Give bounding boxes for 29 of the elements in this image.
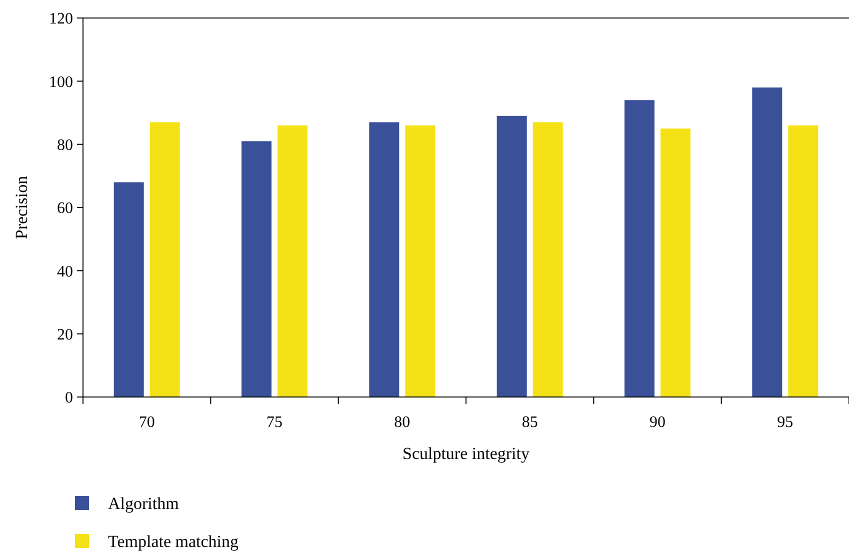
bar [496,116,527,397]
x-axis-title: Sculpture integrity [402,444,530,463]
y-tick-label: 20 [57,326,73,344]
bar [150,122,180,397]
bar [752,87,782,397]
x-tick-label: 85 [522,414,538,431]
y-tick-label: 100 [49,74,73,91]
x-tick-label: 75 [266,414,282,431]
bar [369,122,400,397]
bar [660,128,690,397]
bar [114,182,144,397]
y-axis-title: Precision [12,175,31,240]
legend-label: Algorithm [108,494,179,513]
y-tick-label: 80 [57,136,73,154]
x-tick-label: 70 [138,414,155,431]
x-tick-label: 80 [394,414,410,431]
bar [624,100,654,397]
x-tick-label: 90 [650,414,666,431]
bar [788,125,818,397]
x-tick-label: 95 [777,414,794,431]
bar [405,125,436,397]
y-tick-label: 0 [65,390,73,407]
y-tick-label: 60 [57,200,73,218]
bar [278,125,308,397]
y-tick-label: 40 [57,263,73,280]
y-tick-label: 120 [49,10,73,28]
legend-label: Template matching [108,532,240,551]
bar [242,141,272,397]
bar [532,122,563,397]
